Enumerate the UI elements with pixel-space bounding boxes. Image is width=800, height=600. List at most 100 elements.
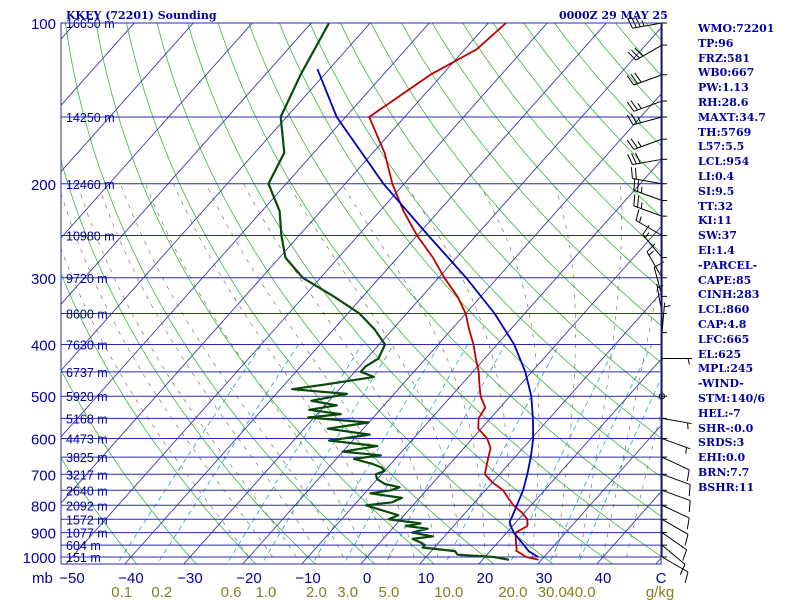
pressure-tick-label: 100	[31, 16, 56, 33]
wind-barb-feather	[626, 114, 634, 126]
height-labels: 16650 m 14250 m 12460 m 10980 m 9720 m 8600 m…	[66, 17, 115, 565]
index-item: L57:5.5	[698, 140, 745, 154]
index-item: -WIND-	[698, 377, 744, 391]
temperature-tick-label: 20	[477, 570, 494, 587]
wind-barb	[661, 518, 689, 535]
wind-barb-feather	[642, 224, 650, 235]
isotherm-line	[478, 358, 661, 564]
wind-barb-half-feather	[639, 216, 642, 223]
wind-barb-feather	[631, 49, 640, 59]
temperature-tick-label: 30	[536, 570, 553, 587]
mixing-ratio-line	[156, 344, 299, 564]
dry-adiabat	[309, 23, 661, 439]
pressure-tick-label: 700	[31, 467, 56, 484]
mixing-ratio-line	[311, 344, 440, 564]
isotherm-line	[61, 23, 312, 305]
moist-adiabat	[243, 183, 439, 558]
wind-barb-half-feather	[664, 305, 671, 308]
mixing-ratio-line	[444, 344, 560, 564]
wind-barb-feather	[679, 564, 686, 575]
index-item: STM:140/6	[698, 391, 765, 405]
wind-barb	[633, 205, 663, 217]
height-label: 3825 m	[66, 451, 108, 465]
height-label: 5168 m	[66, 412, 108, 426]
wind-barb	[646, 251, 663, 279]
index-item: MAXT:34.7	[698, 110, 766, 124]
wind-barb-feather	[634, 47, 644, 57]
wind-barb-feather	[631, 16, 637, 28]
wind-barb-feather	[627, 51, 637, 61]
wind-barb-half-feather	[637, 141, 642, 147]
index-item: CAPE:85	[698, 273, 752, 287]
mixing-ratio-tick-label: 30.0	[538, 584, 567, 600]
mixing-ratio-tick-label: 2.0	[306, 584, 327, 600]
plot-area	[61, 23, 661, 564]
isotherm-line	[61, 23, 371, 372]
mixing-ratio-line	[261, 344, 394, 564]
index-item: -PARCEL-	[698, 258, 758, 272]
indices-panel: WMO:72201 TP:96 FRZ:581 WB0:667 PW:1.13 RH:28…	[698, 22, 798, 496]
moist-adiabat	[205, 183, 415, 558]
index-item: PW:1.13	[698, 81, 749, 95]
mixing-ratio-line	[509, 344, 617, 564]
wind-barb-feather	[631, 153, 637, 165]
isotherm-line	[65, 23, 548, 564]
height-label: 9720 m	[66, 272, 108, 286]
isotherm-line	[183, 27, 661, 564]
height-label: 7630 m	[66, 339, 108, 353]
index-item: LFC:665	[698, 332, 750, 346]
pressure-tick-label: 600	[31, 432, 56, 449]
height-label: 604 m	[66, 539, 101, 553]
wind-barb-feather	[627, 153, 633, 165]
dry-adiabat	[126, 23, 495, 564]
wind-barb	[632, 116, 663, 126]
index-item: BSHR:11	[698, 480, 755, 494]
pressure-tick-label: 500	[31, 389, 56, 406]
wind-barb	[661, 417, 692, 425]
index-item: SW:37	[698, 229, 737, 243]
mixing-ratio-tick-label: 0.1	[111, 584, 132, 600]
isotherms	[61, 23, 661, 564]
ylabel: mb	[32, 570, 53, 587]
wind-barb-feather	[684, 534, 689, 546]
moist-adiabat	[553, 183, 576, 558]
chart-title: KKEY (72201) Sounding	[66, 9, 217, 22]
moist-adiabat	[478, 183, 540, 558]
pressure-tick-label: 900	[31, 526, 56, 543]
wind-barb-half-feather	[644, 232, 650, 238]
index-item: MPL:245	[698, 362, 754, 376]
temperature-tick-label: 0	[363, 570, 371, 587]
mixing-ratio-line	[343, 344, 469, 564]
dry-adiabat	[61, 159, 316, 564]
dry-adiabat	[340, 23, 661, 401]
wind-barb-half-feather	[685, 447, 687, 454]
isotherm-line	[242, 93, 661, 564]
wind-barb-feather	[635, 209, 640, 221]
mixing-ratio-tick-label: 20.0	[498, 584, 527, 600]
mixing-ratio-tick-label: 0.2	[151, 584, 172, 600]
dry-adiabat	[61, 456, 138, 564]
wind-barb-feather	[626, 139, 635, 150]
height-label: 1572 m	[66, 513, 108, 527]
wind-barb-feather	[630, 167, 633, 179]
mixing-ratio-tick-label: 0.6	[221, 584, 242, 600]
index-item: LI:0.4	[698, 169, 735, 183]
temperature-tick-label: −50	[59, 570, 84, 587]
pressure-tick-label: 800	[31, 498, 56, 515]
wind-barbs	[626, 16, 692, 584]
dry-adiabat	[217, 23, 661, 557]
wind-barb	[632, 158, 663, 166]
height-label: 1077 m	[66, 527, 108, 541]
index-item: KI:11	[698, 214, 733, 228]
dry-adiabat	[248, 23, 661, 517]
wind-barb-feather	[626, 75, 635, 86]
wind-barb-feather	[646, 243, 656, 253]
mixing-ratio-tick-label: g/kg	[646, 584, 674, 600]
pressure-tick-label: 1000	[23, 550, 56, 567]
dry-adiabat	[156, 23, 554, 564]
parcel-trace	[316, 68, 539, 558]
pressure-tick-label: 400	[31, 338, 56, 355]
mixing-ratio-line	[116, 344, 263, 564]
mixing-ratio-line	[577, 377, 661, 564]
